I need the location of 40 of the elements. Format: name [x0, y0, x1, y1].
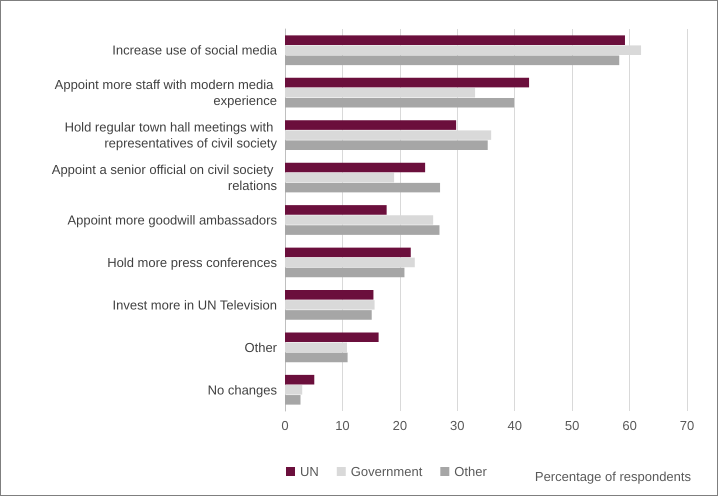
y-tick-label: Appoint more staff with modern media experience — [54, 77, 277, 108]
y-tick-label: Hold regular town hall meetings with representatives of civil society — [64, 120, 278, 151]
x-tick-label: 30 — [450, 418, 465, 433]
y-tick-label: Invest more in UN Television — [112, 297, 277, 312]
bar — [285, 225, 440, 235]
bar — [285, 384, 302, 395]
x-tick-label: 20 — [392, 418, 408, 433]
bar — [285, 290, 374, 300]
y-tick-label: Increase use of social media — [112, 42, 278, 58]
x-tick-label: 10 — [335, 418, 350, 433]
x-tick-label: 70 — [680, 418, 694, 433]
bar — [285, 332, 379, 342]
bar — [285, 395, 301, 405]
bar — [285, 182, 440, 192]
bar — [285, 120, 456, 130]
x-tick-label: 0 — [281, 418, 289, 433]
y-tick-label: Hold more press conferences — [107, 254, 278, 270]
legend-label: UN — [300, 464, 319, 479]
bar — [285, 268, 404, 278]
legend-label: Government — [350, 464, 423, 479]
bar — [285, 352, 348, 362]
bar — [285, 248, 411, 258]
x-tick-label: 60 — [622, 418, 637, 433]
bar — [285, 55, 620, 66]
y-tick-label: No changes — [208, 382, 278, 398]
bar — [285, 35, 625, 45]
bar — [285, 205, 387, 215]
x-tick-label: 50 — [564, 418, 580, 433]
y-tick-label: Appoint a senior official on civil society relations — [52, 162, 278, 194]
x-tick-label: 40 — [507, 418, 522, 433]
legend-label: Other — [454, 464, 488, 479]
bar — [285, 98, 514, 108]
x-axis-title: Percentage of respondents — [534, 469, 692, 484]
bar — [285, 78, 530, 88]
bar — [285, 310, 372, 320]
bar — [285, 140, 488, 150]
bar — [285, 162, 426, 172]
bar — [285, 374, 314, 385]
y-tick-label: Other — [244, 340, 278, 355]
y-tick-label: Appoint more goodwill ambassadors — [67, 212, 278, 228]
